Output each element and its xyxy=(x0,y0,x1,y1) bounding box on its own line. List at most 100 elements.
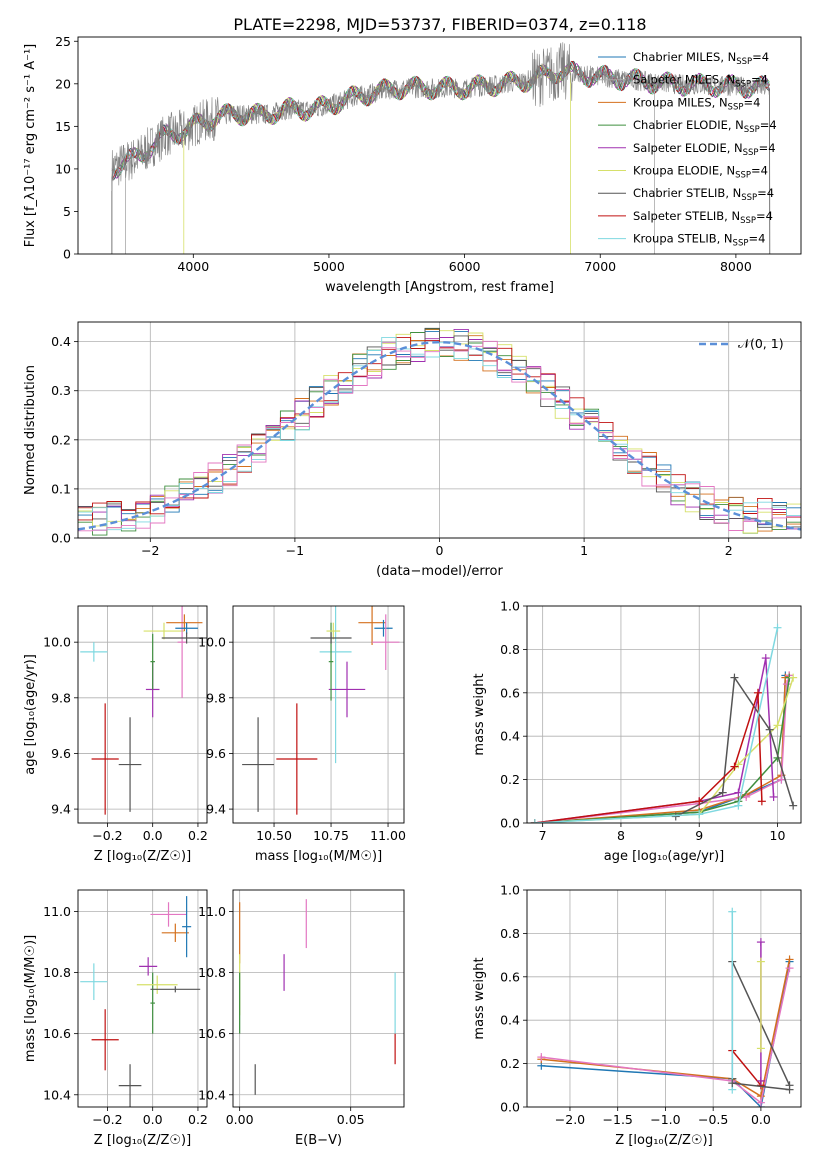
plot-area xyxy=(78,327,801,536)
series-line xyxy=(731,1050,762,1088)
axes-frame xyxy=(526,889,802,1108)
x-axis-label: wavelength [Angstrom, rest frame] xyxy=(325,280,554,295)
x-tick-label: −2 xyxy=(141,543,159,558)
y-tick-label: 10.0 xyxy=(198,635,226,650)
y-tick-label: 10.0 xyxy=(43,635,71,650)
y-tick-label: 10.6 xyxy=(198,1026,226,1041)
x-tick-label: 0.00 xyxy=(226,1112,254,1127)
x-tick-label: 8 xyxy=(617,828,625,843)
x-tick-label: 6000 xyxy=(449,259,481,274)
model-spectrum xyxy=(111,60,770,180)
plot-area xyxy=(530,623,798,823)
legend-entry-rest: =4 xyxy=(751,73,768,87)
x-tick-label: −0.2 xyxy=(92,828,122,843)
x-tick-label: −1.5 xyxy=(603,1112,633,1127)
y-tick-label: 9.4 xyxy=(206,802,226,817)
plot-area xyxy=(80,606,207,815)
y-tick-label: 9.4 xyxy=(51,802,71,817)
panel-8: −2.0 −1.5 −1.0 −0.5 0.0 0.0 0.2 0.4 0.6 0.8 1.0 Z [… xyxy=(472,883,802,1148)
x-tick-label: 0 xyxy=(436,543,444,558)
y-tick-label: 0.1 xyxy=(51,481,71,496)
x-tick-label: 10 xyxy=(770,828,786,843)
y-axis-label: mass weight xyxy=(472,673,487,755)
y-tick-label: 0.3 xyxy=(51,383,71,398)
x-tick-label: 1 xyxy=(580,543,588,558)
plot-area xyxy=(242,606,400,815)
y-axis-label: Normed distribution xyxy=(23,365,38,495)
x-tick-label: −0.2 xyxy=(92,1112,122,1127)
panel-6: −0.2 0.0 0.2 10.4 10.6 10.8 11.0 Z [log₁₀(Z/Z☉)… xyxy=(23,889,208,1148)
y-tick-label: 0.4 xyxy=(500,729,520,744)
legend-entry-rest: =4 xyxy=(756,209,773,223)
axes-frame xyxy=(77,889,208,1108)
x-axis-label: Z [log₁₀(Z/Z☉)] xyxy=(615,1133,712,1148)
x-tick-label: 9 xyxy=(695,828,703,843)
y-tick-label: 9.6 xyxy=(51,746,71,761)
normal-curve xyxy=(78,340,801,531)
axes-frame xyxy=(232,605,405,824)
legend-subscript: SSP xyxy=(736,57,752,67)
y-tick-label: 0 xyxy=(63,247,71,262)
x-tick-label: 0.0 xyxy=(751,1112,771,1127)
legend-subscript: SSP xyxy=(741,193,757,203)
x-tick-label: −1.0 xyxy=(650,1112,680,1127)
x-tick-label: 7 xyxy=(539,828,547,843)
panel-1: 4000 5000 6000 7000 8000 0 5 10 15 20 25 wavelength… xyxy=(23,34,802,295)
y-tick-label: 0.4 xyxy=(500,1013,520,1028)
y-tick-label: 0.6 xyxy=(500,685,520,700)
x-tick-label: 10.50 xyxy=(256,828,292,843)
y-tick-label: 9.6 xyxy=(206,746,226,761)
x-tick-label: 0.05 xyxy=(337,1112,365,1127)
x-tick-label: 11.00 xyxy=(370,828,406,843)
legend-subscript: SSP xyxy=(733,239,749,249)
x-tick-label: 8000 xyxy=(720,259,752,274)
y-tick-label: 15 xyxy=(55,119,71,134)
y-axis-label: Flux [f_λ10⁻¹⁷ erg cm⁻² s⁻¹ A⁻¹] xyxy=(23,44,38,248)
panel-4: 10.50 10.75 11.00 9.4 9.6 9.8 10.0 mass [log₁₀(… xyxy=(198,605,406,864)
y-axis-label: mass [log₁₀(M/M☉)] xyxy=(23,935,38,1062)
y-axis-label: age [log₁₀(age/yr)] xyxy=(23,654,38,775)
y-tick-label: 10.8 xyxy=(43,965,71,980)
series-line xyxy=(541,967,791,1105)
series-line xyxy=(534,627,779,823)
axes-frame xyxy=(77,605,208,824)
legend: Chabrier MILES, NSSP=4 Salpeter MILES, NS… xyxy=(598,50,777,249)
x-tick-label: 0.0 xyxy=(143,1112,163,1127)
x-tick-label: 10.75 xyxy=(313,828,349,843)
y-tick-label: 0.0 xyxy=(51,531,71,546)
legend-subscript: SSP xyxy=(735,171,751,181)
y-tick-label: 0.4 xyxy=(51,334,71,349)
legend-entry-rest: =4 xyxy=(759,141,776,155)
legend-entry: Salpeter STELIB, NSSP=4 xyxy=(633,209,773,226)
legend-subscript: SSP xyxy=(744,125,760,135)
legend-subscript: SSP xyxy=(743,148,759,158)
legend-entry-rest: =4 xyxy=(752,50,769,64)
legend-entry: Salpeter MILES, NSSP=4 xyxy=(633,73,768,90)
y-tick-label: 10 xyxy=(55,161,71,176)
histogram-pink xyxy=(78,340,801,532)
legend-entry: Salpeter ELODIE, NSSP=4 xyxy=(633,141,776,158)
x-tick-label: −0.5 xyxy=(698,1112,728,1127)
x-tick-label: 5000 xyxy=(313,259,345,274)
plot-area xyxy=(239,899,396,1095)
y-tick-label: 0.8 xyxy=(500,642,520,657)
y-tick-label: 0.2 xyxy=(500,772,520,787)
y-tick-label: 0.0 xyxy=(500,1100,520,1115)
axes-frame xyxy=(77,321,802,539)
y-tick-label: 10.4 xyxy=(198,1087,226,1102)
x-tick-label: 7000 xyxy=(584,259,616,274)
y-tick-label: 9.8 xyxy=(51,690,71,705)
x-axis-label: mass [log₁₀(M/M☉)] xyxy=(255,849,382,864)
legend-entry: Kroupa MILES, NSSP=4 xyxy=(633,95,760,112)
x-axis-label: (data−model)/error xyxy=(376,564,503,579)
x-tick-label: 4000 xyxy=(177,259,209,274)
x-axis-label: age [log₁₀(age/yr)] xyxy=(604,849,725,864)
y-tick-label: 0.0 xyxy=(500,816,520,831)
y-tick-label: 1.0 xyxy=(500,599,520,614)
legend-entry: Kroupa STELIB, NSSP=4 xyxy=(633,232,765,249)
legend-entry: Chabrier STELIB, NSSP=4 xyxy=(633,186,774,203)
y-tick-label: 11.0 xyxy=(198,904,226,919)
y-tick-label: 1.0 xyxy=(500,883,520,898)
x-axis-label: Z [log₁₀(Z/Z☉)] xyxy=(94,1133,191,1148)
y-tick-label: 10.6 xyxy=(43,1026,71,1041)
